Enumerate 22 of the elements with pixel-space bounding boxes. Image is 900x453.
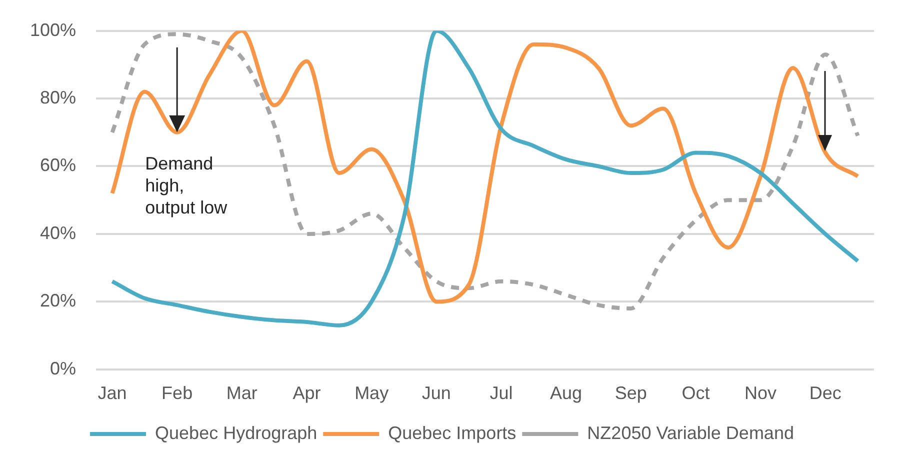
legend-label: NZ2050 Variable Demand <box>587 422 794 443</box>
annotation: Demand high, output low <box>145 153 228 218</box>
x-tick-label: Feb <box>162 383 193 404</box>
x-tick-label: Mar <box>226 383 258 404</box>
y-tick-label: 40% <box>40 222 76 243</box>
x-tick-label: Nov <box>744 383 777 404</box>
y-tick-label: 20% <box>40 290 76 311</box>
x-tick-label: May <box>354 383 389 404</box>
y-tick-label: 0% <box>50 358 76 378</box>
x-tick-label: Jun <box>422 383 451 404</box>
x-tick-label: Oct <box>682 383 710 404</box>
y-tick-label: 100% <box>30 20 76 40</box>
y-tick-label: 60% <box>40 155 76 176</box>
x-tick-label: Sep <box>614 383 647 404</box>
x-tick-label: Dec <box>809 383 842 404</box>
x-tick-label: Apr <box>292 383 321 404</box>
y-tick-label: 80% <box>40 87 76 108</box>
x-tick-label: Jul <box>490 383 513 404</box>
legend-label: Quebec Hydrograph <box>155 422 318 443</box>
legend-label: Quebec Imports <box>388 422 516 443</box>
x-tick-label: Jan <box>98 383 127 404</box>
x-tick-label: Aug <box>550 383 582 404</box>
